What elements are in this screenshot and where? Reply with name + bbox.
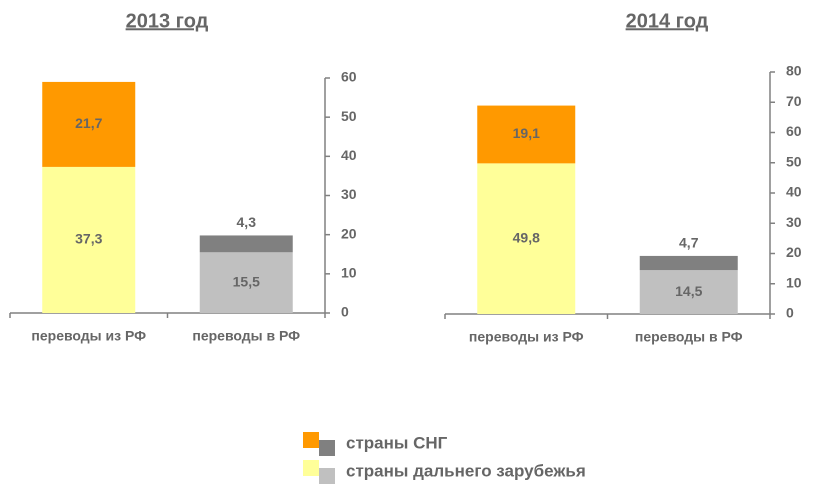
- y-tick-label: 30: [786, 214, 802, 230]
- y-tick-label: 40: [341, 147, 357, 163]
- legend-label: страны СНГ: [346, 433, 448, 452]
- x-tick-label: переводы в РФ: [192, 328, 300, 344]
- data-label: 15,5: [233, 273, 260, 289]
- bar-segment: [42, 166, 136, 313]
- bar-segment: [639, 270, 738, 314]
- bar-segment: [639, 255, 738, 271]
- y-tick-label: 10: [786, 274, 802, 290]
- y-tick-label: 70: [786, 93, 802, 109]
- legend-swatch: [319, 440, 335, 456]
- chart-title: 2013 год: [126, 10, 209, 32]
- bar-segment: [477, 105, 576, 164]
- bar-segment: [199, 252, 293, 313]
- x-tick-label: переводы из РФ: [31, 328, 146, 344]
- y-tick-label: 0: [786, 305, 794, 321]
- bar-segment: [477, 163, 576, 314]
- data-label: 4,3: [237, 214, 257, 230]
- data-label: 19,1: [513, 125, 540, 141]
- y-tick-label: 80: [786, 63, 802, 79]
- bar-segment: [42, 81, 136, 167]
- y-tick-label: 10: [341, 265, 357, 281]
- data-label: 4,7: [679, 235, 699, 251]
- legend-swatch: [303, 460, 319, 476]
- data-label: 21,7: [75, 115, 102, 131]
- legend-swatch: [303, 432, 319, 448]
- data-label: 14,5: [675, 283, 702, 299]
- y-tick-label: 50: [786, 153, 802, 169]
- data-label: 37,3: [75, 231, 102, 247]
- data-label: 49,8: [513, 229, 540, 245]
- y-tick-label: 40: [786, 184, 802, 200]
- x-tick-label: переводы в РФ: [635, 329, 743, 345]
- bar-segment: [199, 235, 293, 253]
- y-tick-label: 50: [341, 108, 357, 124]
- y-tick-label: 30: [341, 186, 357, 202]
- y-tick-label: 20: [341, 225, 357, 241]
- y-tick-label: 60: [786, 123, 802, 139]
- chart-title: 2014 год: [626, 10, 709, 32]
- y-tick-label: 0: [341, 304, 349, 320]
- legend-swatch: [319, 468, 335, 484]
- y-tick-label: 60: [341, 69, 357, 85]
- legend-label: страны дальнего зарубежья: [346, 461, 586, 480]
- x-tick-label: переводы из РФ: [469, 329, 584, 345]
- y-tick-label: 20: [786, 244, 802, 260]
